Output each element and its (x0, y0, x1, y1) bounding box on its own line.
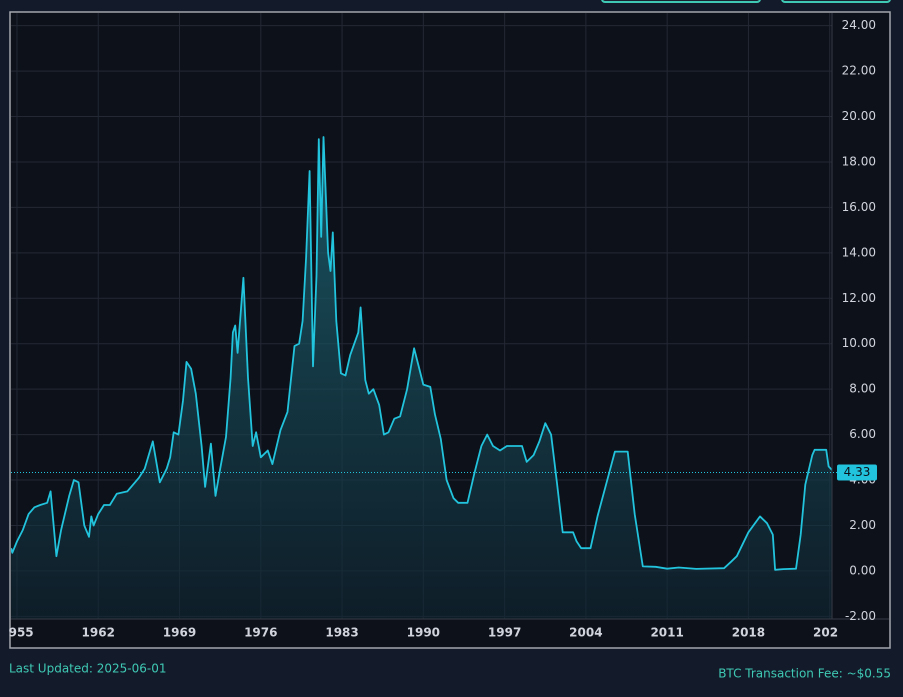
x-tick-label: 1955 (0, 626, 33, 640)
fee-info: BTC Transaction Fee: ~$0.55 (718, 667, 891, 681)
x-tick-label: 1962 (82, 626, 115, 640)
x-tick-label: 1983 (325, 626, 358, 640)
y-tick-label: 10.00 (842, 336, 876, 350)
rate-line (11, 136, 832, 571)
y-tick-label: 18.00 (842, 154, 876, 168)
x-tick-label: 2018 (732, 626, 765, 640)
y-tick-label: 24.00 (842, 18, 876, 32)
current-value-label: 4.33 (844, 465, 871, 479)
y-tick-label: 0.00 (849, 563, 876, 577)
x-tick-label: 1969 (163, 626, 196, 640)
y-tick-label: 22.00 (842, 64, 876, 78)
current-value-badge (837, 464, 877, 481)
y-tick-label: 6.00 (849, 427, 876, 441)
x-tick-label: 1997 (488, 626, 521, 640)
y-tick-label: 2.00 (849, 518, 876, 532)
top-button[interactable] (601, 0, 761, 3)
x-tick-label: 2011 (650, 626, 683, 640)
y-tick-label: 16.00 (842, 200, 876, 214)
x-tick-label: 1990 (407, 626, 440, 640)
last-updated: Last Updated: 2025-06-01 (9, 662, 166, 676)
y-tick-label: 12.00 (842, 291, 876, 305)
y-tick-label: -2.00 (845, 609, 876, 623)
x-tick-label: 2004 (569, 626, 602, 640)
y-tick-label: 14.00 (842, 245, 876, 259)
y-tick-label: 20.00 (842, 109, 876, 123)
x-tick-label: 1976 (244, 626, 277, 640)
top-button[interactable] (781, 0, 891, 3)
x-tick-label: 2025 (813, 626, 846, 640)
y-tick-label: 8.00 (849, 382, 876, 396)
